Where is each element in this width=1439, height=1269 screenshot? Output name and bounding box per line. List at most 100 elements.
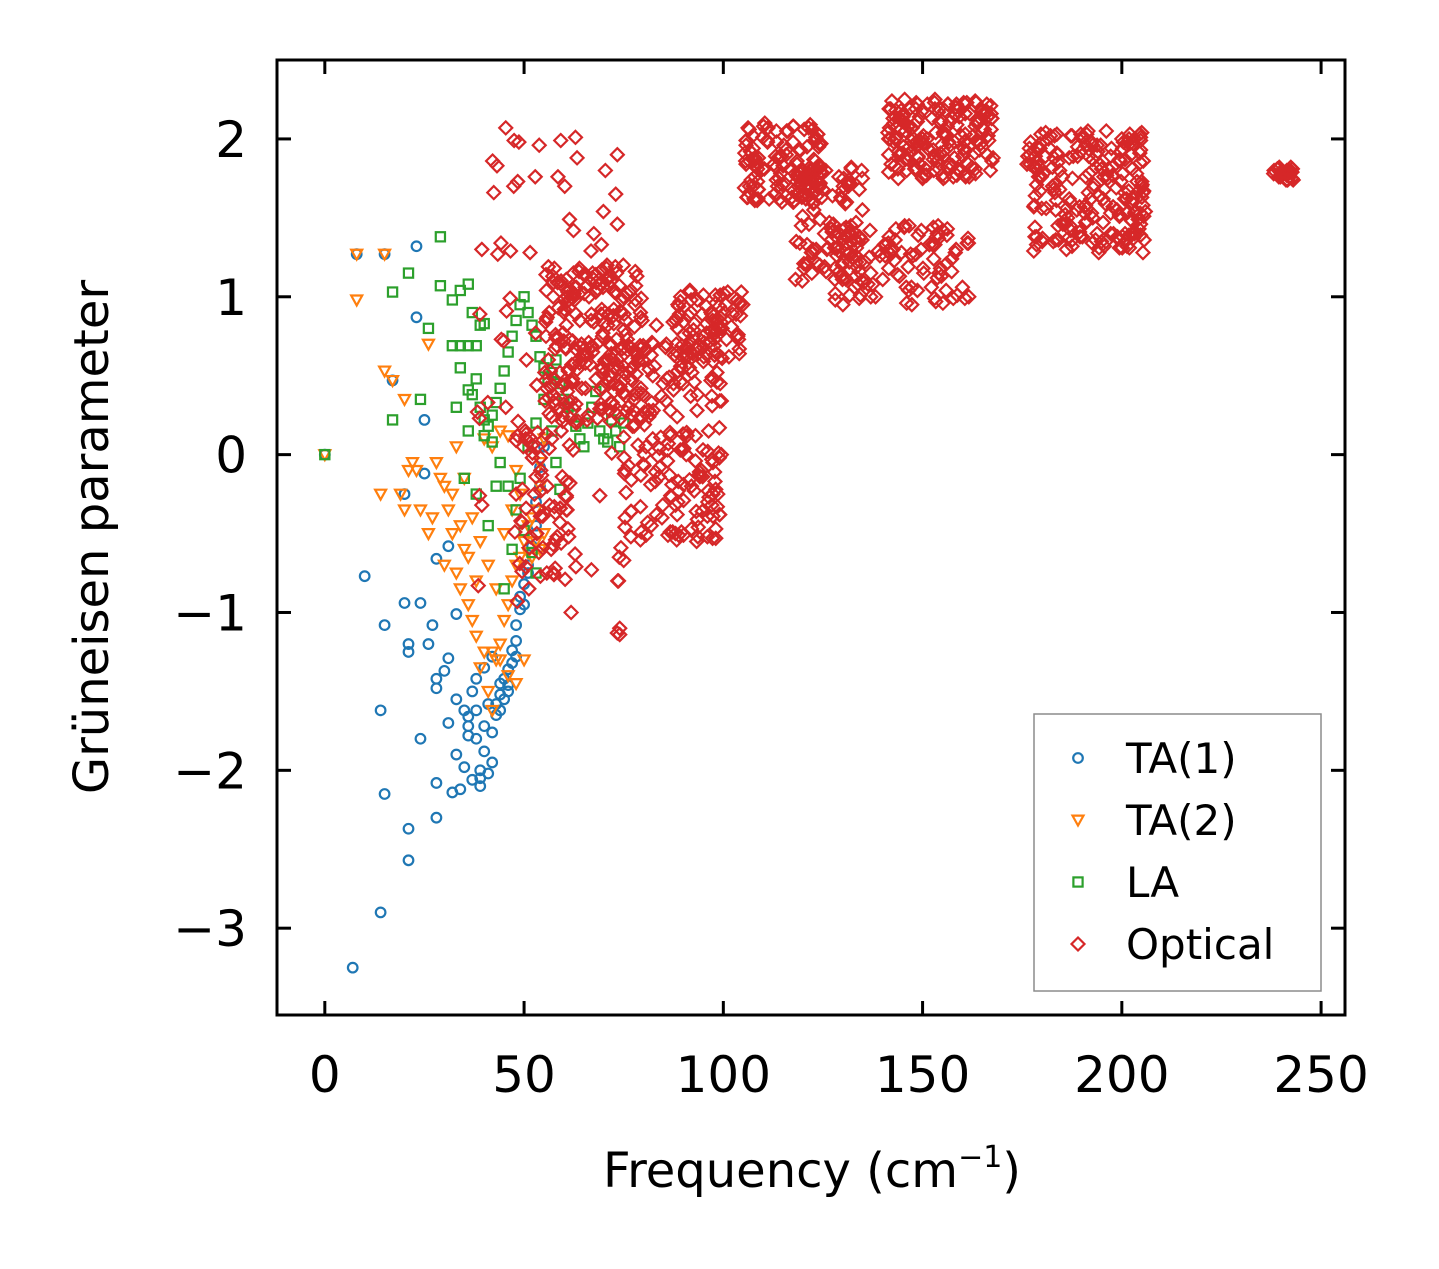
data-point bbox=[834, 182, 851, 200]
plot-border bbox=[275, 58, 1347, 1017]
data-point bbox=[470, 704, 483, 717]
data-point bbox=[470, 732, 483, 745]
data-point bbox=[418, 414, 431, 426]
data-point bbox=[492, 654, 508, 668]
data-point bbox=[1061, 217, 1079, 234]
data-point bbox=[472, 535, 488, 550]
data-point bbox=[963, 159, 981, 176]
data-point bbox=[1120, 130, 1138, 147]
data-point bbox=[910, 149, 927, 166]
data-point bbox=[1030, 168, 1047, 185]
data-point bbox=[550, 456, 562, 469]
data-point bbox=[827, 291, 844, 308]
data-point bbox=[910, 227, 927, 244]
data-point bbox=[542, 378, 559, 395]
data-point bbox=[508, 432, 525, 449]
data-point bbox=[529, 424, 546, 441]
data-point bbox=[550, 329, 567, 346]
data-point bbox=[830, 242, 847, 260]
data-point bbox=[615, 552, 632, 569]
data-point bbox=[1120, 203, 1137, 220]
data-point bbox=[426, 619, 439, 632]
data-point bbox=[738, 132, 755, 149]
data-point bbox=[702, 323, 719, 340]
data-point bbox=[1130, 220, 1148, 237]
data-point bbox=[1076, 129, 1093, 146]
data-point bbox=[824, 187, 841, 204]
data-point bbox=[545, 274, 562, 291]
data-point bbox=[539, 478, 556, 495]
data-point bbox=[1093, 233, 1110, 250]
data-point bbox=[534, 508, 551, 525]
y-tick-label: 0 bbox=[215, 427, 247, 485]
data-point bbox=[814, 181, 832, 198]
data-point bbox=[498, 583, 510, 595]
data-point bbox=[887, 220, 904, 237]
data-point bbox=[1118, 238, 1136, 255]
data-point bbox=[851, 181, 868, 198]
data-point bbox=[512, 551, 528, 565]
data-point bbox=[632, 309, 649, 326]
data-point bbox=[1128, 165, 1145, 182]
data-point bbox=[817, 162, 834, 179]
data-point bbox=[862, 265, 879, 282]
data-point bbox=[966, 145, 983, 162]
data-point bbox=[938, 282, 955, 299]
data-point bbox=[557, 339, 574, 356]
data-point bbox=[543, 541, 560, 558]
data-point bbox=[1056, 212, 1073, 230]
data-point bbox=[458, 472, 470, 485]
data-point bbox=[635, 386, 652, 403]
data-point bbox=[558, 501, 575, 518]
data-point bbox=[947, 244, 964, 261]
data-point bbox=[486, 756, 499, 769]
data-point bbox=[504, 575, 520, 589]
data-point bbox=[373, 488, 388, 502]
data-point bbox=[551, 400, 568, 417]
data-point bbox=[558, 487, 575, 504]
data-point bbox=[1095, 190, 1112, 207]
data-point bbox=[603, 350, 620, 367]
data-point bbox=[661, 467, 678, 484]
data-point bbox=[571, 263, 588, 280]
data-point bbox=[622, 370, 639, 387]
data-point bbox=[790, 141, 808, 159]
data-point bbox=[524, 444, 541, 462]
data-point bbox=[843, 159, 860, 176]
data-point bbox=[636, 403, 653, 421]
x-axis-label: Frequency (cm−1) bbox=[603, 1140, 1021, 1199]
data-point bbox=[612, 539, 629, 556]
data-point bbox=[561, 280, 578, 297]
data-point bbox=[688, 503, 705, 520]
data-point bbox=[968, 132, 985, 149]
data-point bbox=[816, 258, 833, 275]
data-point bbox=[805, 195, 822, 212]
data-point bbox=[707, 481, 724, 498]
data-point bbox=[522, 306, 534, 319]
data-point bbox=[808, 241, 825, 258]
data-point bbox=[565, 441, 582, 458]
data-point bbox=[708, 373, 726, 391]
data-point bbox=[934, 167, 951, 184]
data-point bbox=[414, 393, 427, 406]
data-point bbox=[749, 190, 767, 207]
data-point bbox=[496, 614, 512, 629]
data-point bbox=[1087, 231, 1104, 249]
data-point bbox=[1061, 190, 1078, 207]
data-point bbox=[454, 783, 467, 796]
data-point bbox=[470, 340, 482, 352]
x-axis-ticks: 0 50 100 150 200 250 bbox=[309, 60, 1369, 1104]
data-point bbox=[517, 422, 534, 440]
legend-entry: Optical bbox=[1069, 920, 1274, 969]
data-point bbox=[430, 682, 443, 695]
data-point bbox=[632, 380, 649, 397]
data-point bbox=[1103, 140, 1120, 157]
data-point bbox=[940, 96, 957, 113]
data-point bbox=[460, 599, 476, 613]
data-point bbox=[773, 194, 790, 211]
data-point bbox=[693, 462, 710, 479]
data-point bbox=[617, 326, 634, 343]
data-point bbox=[562, 410, 579, 427]
data-point bbox=[761, 190, 778, 207]
data-point bbox=[1120, 227, 1138, 244]
